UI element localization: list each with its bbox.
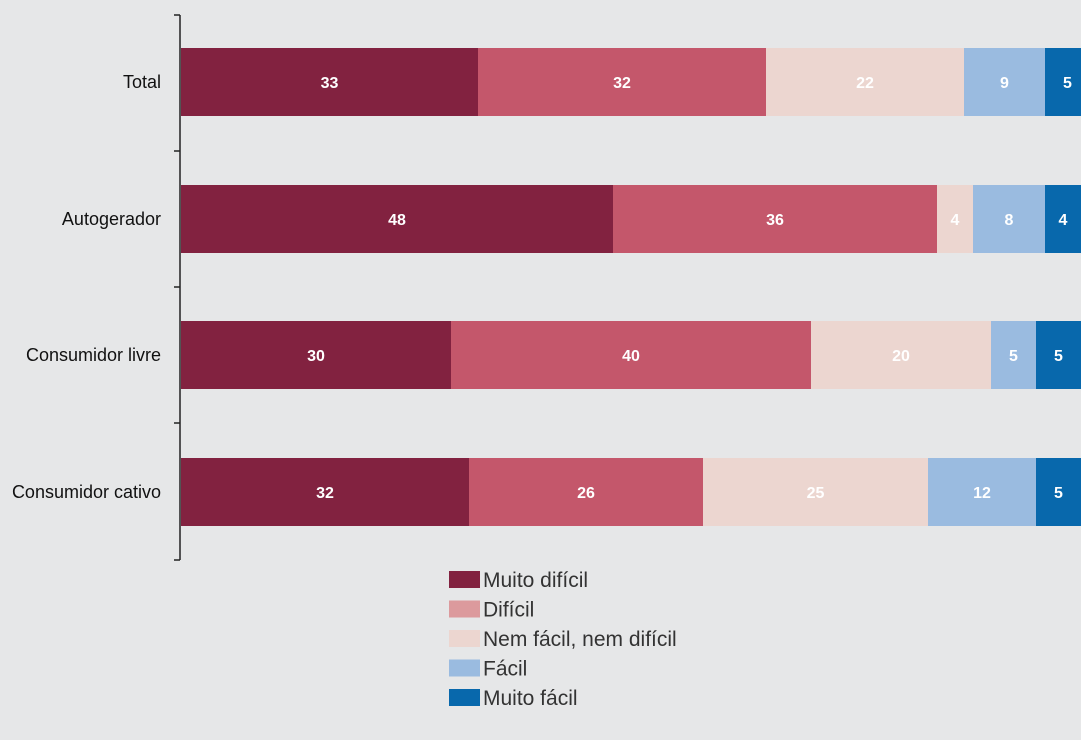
data-label: 32	[613, 75, 631, 92]
data-label: 4	[951, 212, 960, 229]
legend-item: Muito fácil	[449, 687, 578, 710]
legend-label: Nem fácil, nem difícil	[483, 628, 677, 651]
data-label: 5	[1054, 485, 1063, 502]
data-label: 33	[321, 75, 339, 92]
bar-segment	[181, 185, 613, 253]
bar-segment	[181, 458, 469, 526]
data-label: 5	[1054, 348, 1063, 365]
bar-segment	[703, 458, 928, 526]
data-label: 4	[1059, 212, 1068, 229]
data-label: 40	[622, 348, 640, 365]
data-label: 30	[307, 348, 325, 365]
legend-swatch	[449, 600, 480, 618]
category-label: Consumidor livre	[26, 345, 161, 365]
legend-label: Difícil	[483, 599, 534, 622]
legend-swatch	[449, 689, 480, 706]
data-label: 5	[1063, 75, 1072, 92]
bar-row: 30 40 20 5 5	[181, 321, 1081, 389]
data-label: 25	[807, 485, 825, 502]
category-labels: Total Autogerador Consumidor livre Consumid…	[12, 72, 161, 502]
data-label: 8	[1005, 212, 1014, 229]
legend-item: Muito difícil	[449, 569, 588, 592]
data-label: 5	[1009, 348, 1018, 365]
bar-segment	[1036, 458, 1081, 526]
bar-segment	[181, 48, 478, 116]
bar-row: 48 36 4 8 4	[181, 185, 1081, 253]
y-axis	[174, 14, 181, 561]
category-label: Autogerador	[62, 209, 161, 229]
legend-label: Fácil	[483, 658, 527, 681]
legend-item: Difícil	[449, 599, 534, 622]
bar-segment	[1045, 185, 1081, 253]
bar-segment	[1036, 321, 1081, 389]
bar-segment	[964, 48, 1045, 116]
bar-segment	[181, 321, 451, 389]
bar-segment	[613, 185, 937, 253]
bar-segment	[973, 185, 1045, 253]
legend-swatch	[449, 571, 480, 588]
data-label: 32	[316, 485, 334, 502]
data-label: 20	[892, 348, 910, 365]
category-label: Total	[123, 72, 161, 92]
data-label: 36	[766, 212, 784, 229]
bar-segment	[991, 321, 1036, 389]
legend-swatch	[449, 659, 480, 677]
bar-segment	[928, 458, 1036, 526]
legend-item: Fácil	[449, 658, 527, 681]
legend-label: Muito difícil	[483, 569, 588, 592]
data-label: 22	[856, 75, 874, 92]
bar-segment	[811, 321, 991, 389]
bar-segment	[766, 48, 964, 116]
bar-row: 33 32 22 9 5	[181, 48, 1081, 116]
bar-segment	[937, 185, 973, 253]
bar-segment	[1045, 48, 1081, 116]
bar-row: 32 26 25 12 5	[181, 458, 1081, 526]
data-label: 48	[388, 212, 406, 229]
category-label: Consumidor cativo	[12, 482, 161, 502]
data-label: 26	[577, 485, 595, 502]
bar-segment	[478, 48, 766, 116]
legend: Muito difícil Difícil Nem fácil, nem difíc…	[449, 569, 677, 710]
bar-segment	[451, 321, 811, 389]
bars: 33 32 22 9 548 36 4 8 430 40 20 5 532 26 25 12 5	[181, 48, 1081, 526]
legend-label: Muito fácil	[483, 687, 578, 710]
legend-item: Nem fácil, nem difícil	[449, 628, 677, 651]
data-label: 9	[1000, 75, 1009, 92]
data-label: 12	[973, 485, 991, 502]
bar-segment	[469, 458, 703, 526]
legend-swatch	[449, 630, 480, 647]
